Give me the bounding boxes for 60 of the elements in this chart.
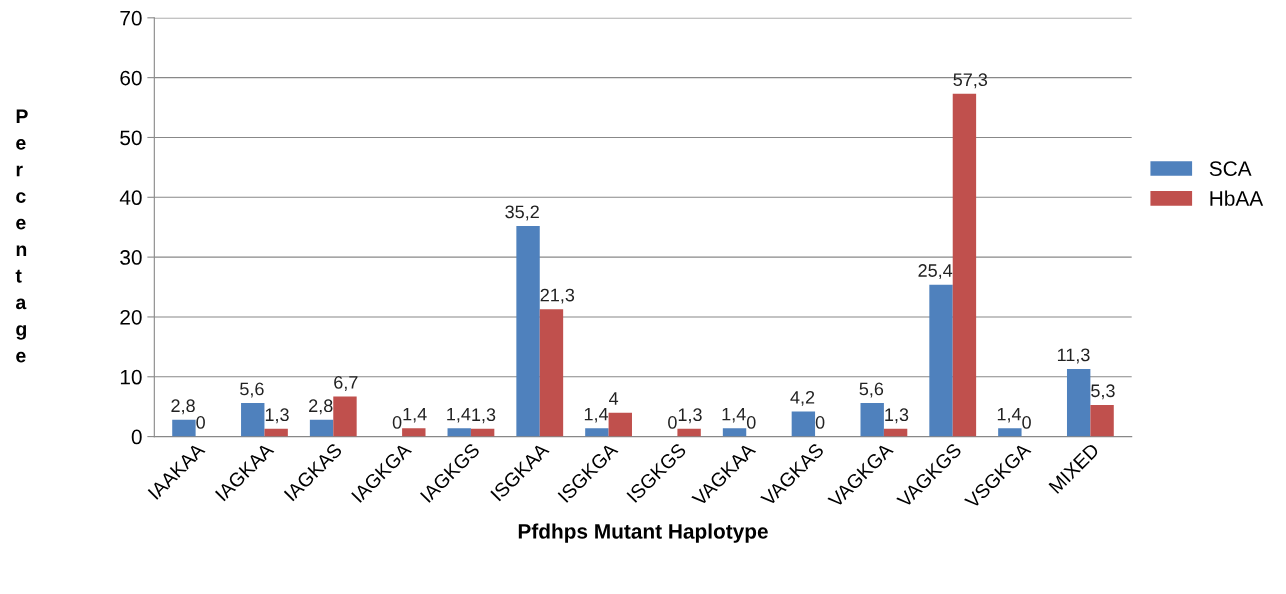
data-label: 1,3 xyxy=(885,408,909,424)
legend-label: SCA xyxy=(1209,161,1252,176)
bar xyxy=(402,428,426,437)
x-axis-title: Pfdhps Mutant Haplotype xyxy=(518,523,768,543)
bar xyxy=(791,411,816,437)
text: Percentage xyxy=(15,109,28,363)
y-tick-label: 50 xyxy=(120,130,142,146)
y-tick-label: 10 xyxy=(120,369,142,385)
bar xyxy=(1090,404,1114,437)
data-label: 4,2 xyxy=(790,390,815,406)
bar xyxy=(722,428,747,437)
bar xyxy=(585,428,609,437)
data-label: 6,7 xyxy=(334,375,358,391)
data-label: 0 xyxy=(668,416,677,429)
bar xyxy=(447,428,471,437)
data-label: 0 xyxy=(746,416,756,429)
bar xyxy=(539,309,564,437)
data-label: 0 xyxy=(1022,416,1031,429)
data-label: 5,6 xyxy=(859,382,884,398)
bar xyxy=(309,419,334,437)
data-label: 4 xyxy=(609,392,619,405)
data-label: 1,3 xyxy=(265,408,289,424)
y-tick-label: 60 xyxy=(120,70,142,86)
data-label: 1,4 xyxy=(447,407,471,423)
bar xyxy=(172,419,196,437)
bar xyxy=(929,284,953,437)
data-label: 2,8 xyxy=(309,399,333,415)
data-label: 0 xyxy=(196,416,205,429)
data-label: 1,3 xyxy=(472,408,496,424)
y-tick-label: 30 xyxy=(120,250,142,265)
bar xyxy=(241,403,265,437)
data-label: 11,3 xyxy=(1057,348,1090,364)
data-label: 1,4 xyxy=(584,407,609,423)
data-label: 0 xyxy=(392,416,402,429)
y-tick-label: 70 xyxy=(120,10,142,26)
bar xyxy=(952,93,977,437)
data-label: 2,8 xyxy=(171,399,195,415)
bar xyxy=(998,428,1022,437)
data-label: 1,4 xyxy=(403,407,427,423)
y-tick-label: 0 xyxy=(131,429,142,445)
data-label: 1,3 xyxy=(678,408,702,424)
data-label: 5,6 xyxy=(240,382,264,398)
data-label: 35,2 xyxy=(505,205,539,221)
bar xyxy=(333,396,357,437)
bar xyxy=(860,403,884,437)
legend-label: HbAA xyxy=(1210,190,1264,206)
bar xyxy=(677,428,701,437)
data-label: 57,3 xyxy=(953,73,988,89)
y-tick-label: 20 xyxy=(120,309,142,325)
data-label: 21,3 xyxy=(540,288,575,304)
bar xyxy=(264,428,288,437)
bar xyxy=(1066,368,1091,437)
data-label: 1,4 xyxy=(722,407,746,423)
data-label: 0 xyxy=(815,416,825,429)
data-label: 5,3 xyxy=(1091,384,1115,400)
data-label: 25,4 xyxy=(918,264,953,280)
bar xyxy=(608,412,632,437)
bar xyxy=(516,226,540,437)
data-label: 1,4 xyxy=(997,407,1022,423)
y-tick-label: 40 xyxy=(119,190,142,206)
